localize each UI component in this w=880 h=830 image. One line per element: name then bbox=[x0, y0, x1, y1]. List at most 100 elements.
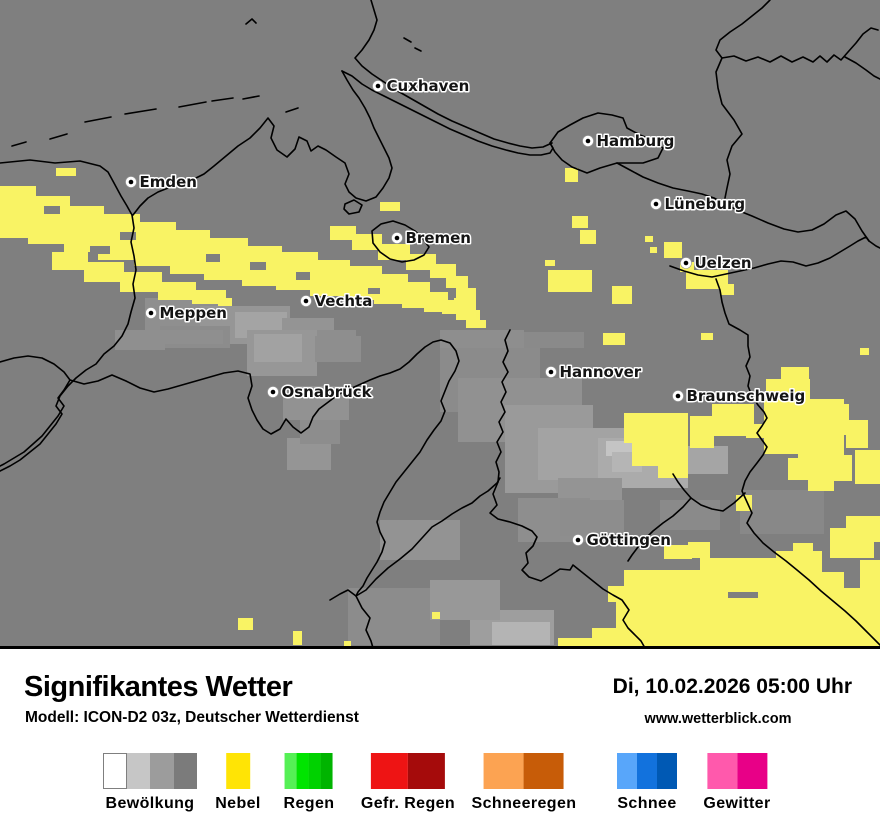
city-marker-dot bbox=[394, 235, 400, 241]
city-label: Hamburg bbox=[597, 132, 675, 150]
legend: Bewölkung Nebel Regen Gefr. Regen Schneerege… bbox=[0, 753, 880, 823]
legend-swatch-cell bbox=[309, 753, 321, 789]
city-marker-dot bbox=[148, 310, 154, 316]
legend-swatch bbox=[103, 753, 197, 789]
legend-swatch-cell bbox=[523, 753, 564, 789]
fog-patch bbox=[664, 545, 692, 559]
fog-patch bbox=[793, 543, 813, 555]
fog-patch bbox=[432, 612, 440, 619]
legend-swatch-cell bbox=[617, 753, 637, 789]
fog-patch bbox=[608, 586, 628, 602]
fog-gap bbox=[296, 272, 310, 280]
fog-patch bbox=[238, 618, 253, 630]
map-border-line bbox=[124, 108, 157, 115]
cloud-patch bbox=[440, 330, 524, 350]
city-marker-dot bbox=[548, 369, 554, 375]
forecast-datetime: Di, 10.02.2026 05:00 Uhr bbox=[612, 675, 852, 698]
map-border-line bbox=[371, 220, 430, 263]
cloud-patch bbox=[300, 420, 340, 444]
city-marker-dot bbox=[683, 260, 689, 266]
legend-swatch-cell bbox=[371, 753, 408, 789]
fog-patch bbox=[56, 168, 76, 176]
map-border-line bbox=[0, 355, 71, 467]
fog-patch bbox=[688, 542, 710, 558]
legend-swatch bbox=[215, 753, 261, 789]
fog-patch bbox=[28, 196, 70, 244]
fog-patch bbox=[84, 262, 124, 282]
fog-patch bbox=[406, 254, 436, 270]
fog-patch bbox=[380, 202, 400, 211]
legend-swatch bbox=[472, 753, 577, 789]
map-border-line bbox=[242, 95, 260, 100]
city-label: Hannover bbox=[560, 363, 642, 381]
fog-patch bbox=[746, 424, 766, 438]
fog-patch bbox=[310, 260, 350, 296]
fog-patch bbox=[430, 264, 456, 278]
legend-swatch-cell bbox=[126, 753, 150, 789]
fog-patch bbox=[558, 638, 610, 646]
map-border-line bbox=[489, 481, 645, 646]
fog-patch bbox=[818, 455, 852, 481]
fog-patch bbox=[720, 284, 734, 295]
legend-swatch-cell bbox=[150, 753, 174, 789]
fog-patch bbox=[64, 206, 104, 252]
fog-patch bbox=[860, 348, 869, 355]
map-border-line bbox=[0, 214, 137, 472]
website-url: www.wetterblick.com bbox=[644, 711, 792, 727]
fog-patch bbox=[830, 411, 848, 435]
map-border-line bbox=[285, 107, 299, 113]
fog-gap bbox=[120, 232, 136, 240]
map-border-line bbox=[616, 162, 880, 249]
city-label: Lüneburg bbox=[665, 195, 746, 213]
fog-patch bbox=[808, 477, 834, 491]
legend-swatch-cell bbox=[225, 753, 250, 789]
legend-swatch bbox=[361, 753, 455, 789]
legend-swatch-cell bbox=[321, 753, 333, 789]
map-border-line bbox=[715, 57, 743, 199]
cloud-patch bbox=[315, 336, 361, 362]
city-label: Uelzen bbox=[695, 254, 752, 272]
city-marker-dot bbox=[270, 389, 276, 395]
map-border-line bbox=[341, 70, 554, 156]
city-marker-dot bbox=[303, 298, 309, 304]
fog-patch bbox=[624, 413, 688, 443]
fog-gap bbox=[250, 262, 266, 270]
fog-patch bbox=[603, 333, 625, 345]
model-info: Modell: ICON-D2 03z, Deutscher Wetterdie… bbox=[25, 709, 359, 726]
legend-label: Schnee bbox=[617, 795, 677, 812]
fog-patch bbox=[293, 631, 302, 645]
fog-gap bbox=[206, 254, 220, 262]
map-border-line bbox=[627, 497, 692, 562]
fog-patch bbox=[664, 242, 682, 258]
fog-patch bbox=[736, 495, 752, 511]
legend-swatch-cell bbox=[707, 753, 737, 789]
fog-patch bbox=[781, 367, 809, 380]
city-marker-dot bbox=[128, 179, 134, 185]
fog-patch bbox=[650, 247, 657, 253]
map-border-line bbox=[669, 236, 870, 278]
fog-patch bbox=[798, 432, 844, 458]
legend-label: Regen bbox=[283, 795, 335, 812]
page-title: Signifikantes Wetter bbox=[24, 671, 293, 703]
city-label: Bremen bbox=[406, 229, 472, 247]
legend-label: Schneeregen bbox=[471, 795, 577, 812]
fog-patch bbox=[868, 600, 880, 646]
fog-patch bbox=[860, 560, 880, 610]
cloud-patch bbox=[740, 490, 824, 534]
map-border-line bbox=[414, 47, 422, 52]
fog-patch bbox=[690, 416, 714, 448]
fog-patch bbox=[344, 641, 351, 646]
fog-patch bbox=[218, 298, 232, 306]
fog-patch bbox=[548, 270, 592, 292]
city-marker-dot bbox=[375, 83, 381, 89]
city-label: Cuxhaven bbox=[387, 77, 470, 95]
map-border-line bbox=[69, 339, 460, 597]
map-border-line bbox=[178, 101, 207, 108]
map-border-line bbox=[0, 159, 133, 216]
fog-patch bbox=[134, 222, 176, 266]
legend-swatch-cell bbox=[637, 753, 657, 789]
fog-patch bbox=[170, 230, 210, 274]
legend-swatch-cell bbox=[737, 753, 767, 789]
fog-gap bbox=[90, 246, 110, 254]
fog-patch bbox=[798, 588, 862, 632]
